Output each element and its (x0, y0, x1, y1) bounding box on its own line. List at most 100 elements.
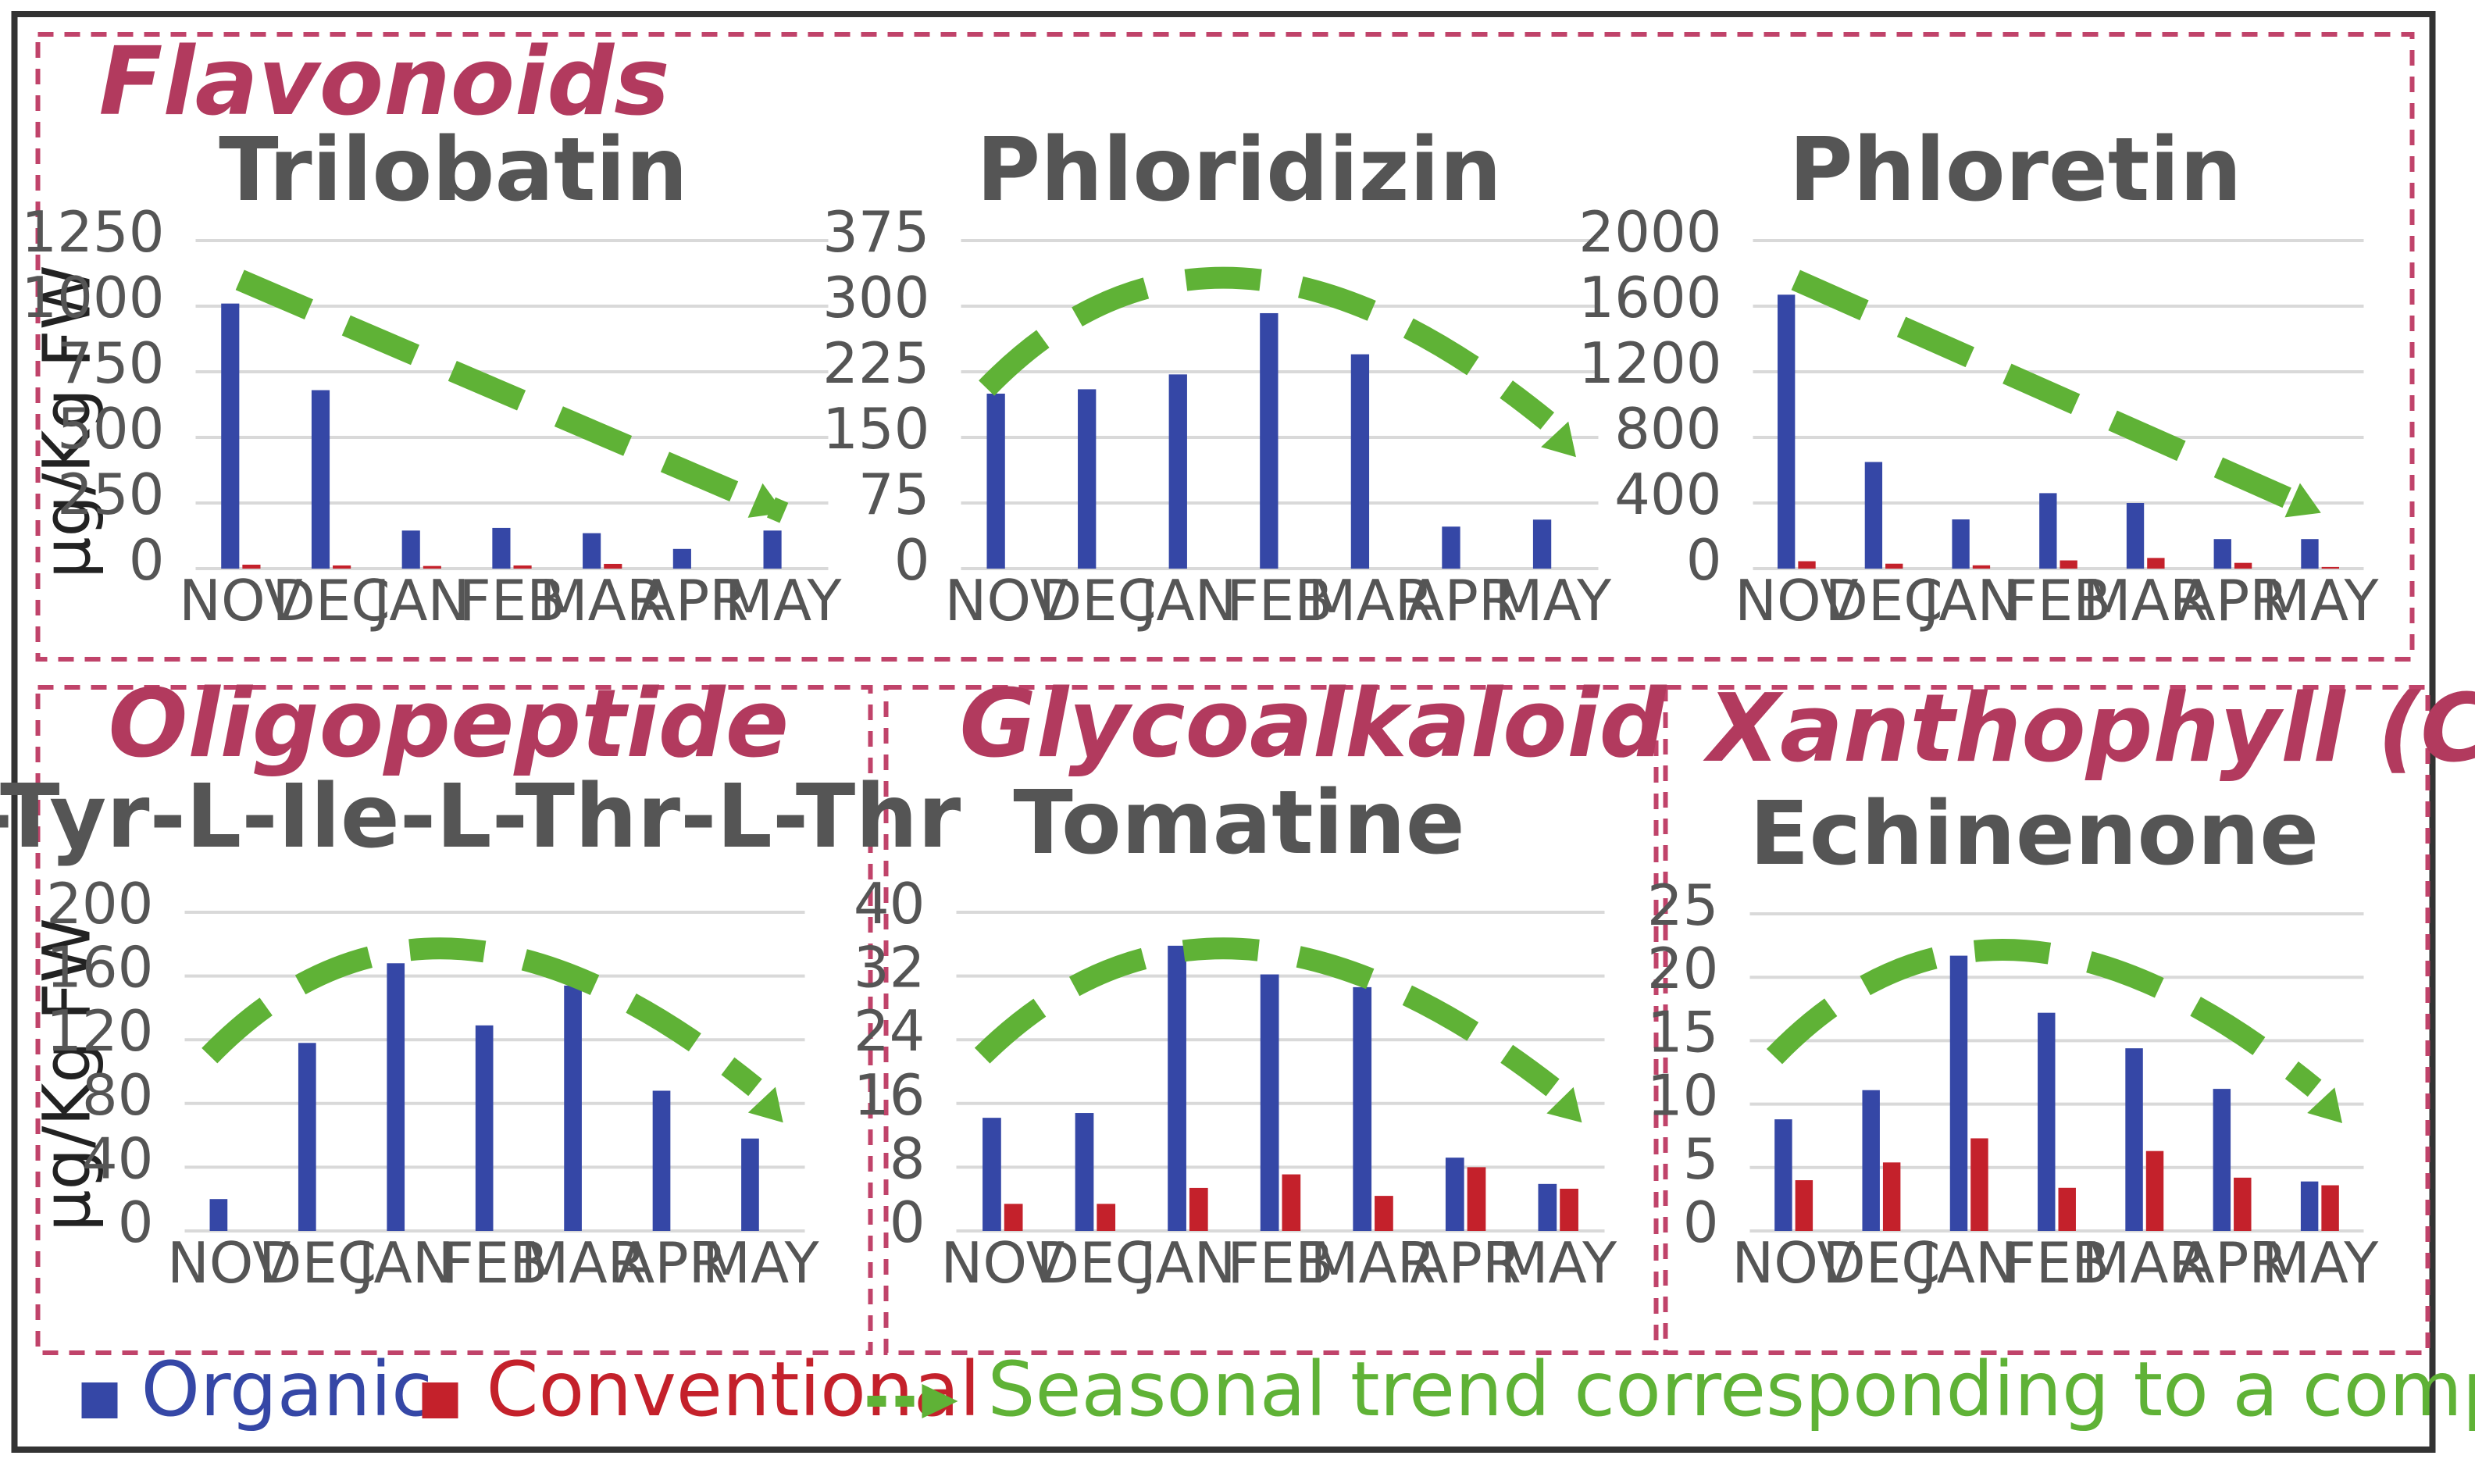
x-tick-label: APR (1410, 1230, 1521, 1296)
x-tick-label: MAY (702, 1230, 820, 1296)
bar-organic-nov (1778, 294, 1796, 569)
y-tick-label: 15 (1647, 999, 1719, 1065)
bar-organic-apr (2213, 539, 2231, 569)
y-tick-label: 375 (822, 199, 929, 265)
chart-title: Phloridizin (976, 120, 1502, 221)
bar-organic-may (2300, 1181, 2319, 1231)
x-tick-label: MAY (2261, 1230, 2379, 1296)
bar-conventional-apr (1467, 1167, 1486, 1231)
x-tick-label: MAR (520, 1230, 646, 1296)
bar-organic-feb (2038, 1012, 2056, 1231)
bar-organic-nov (221, 303, 240, 569)
x-tick-label: FEB (1227, 1230, 1333, 1296)
bar-organic-feb (1260, 974, 1279, 1231)
chart-title: Echinenone (1749, 783, 2319, 885)
bar-organic-feb (1260, 312, 1279, 569)
bar-organic-dec (1078, 389, 1097, 569)
x-tick-label: DEC (1822, 1230, 1940, 1296)
flavonoids-panel (35, 32, 2415, 662)
trend-line (979, 266, 1555, 430)
y-tick-label: 10 (1647, 1063, 1719, 1129)
bar-organic-jan (1168, 945, 1186, 1231)
y-tick-label: 225 (822, 330, 929, 396)
bar-organic-feb (475, 1025, 494, 1231)
bar-organic-nov (1774, 1119, 1792, 1231)
y-tick-label: 0 (890, 1190, 925, 1255)
section-title-flavonoids: Flavonoids (99, 28, 670, 137)
y-tick-label: 1000 (21, 265, 164, 330)
trend-arrowhead (747, 483, 784, 518)
bar-conventional-apr (2234, 1177, 2252, 1231)
y-tick-label: 150 (822, 396, 929, 462)
legend-trend-label: Seasonal trend corresponding to a comple… (988, 1346, 2475, 1433)
bar-organic-dec (311, 390, 330, 569)
bar-conventional-mar (604, 563, 622, 569)
trend-arrowhead (1546, 1086, 1582, 1123)
bar-conventional-dec (1882, 1162, 1901, 1231)
y-tick-label: 80 (82, 1062, 154, 1128)
bar-conventional-feb (2058, 1187, 2076, 1231)
x-tick-label: APR (1406, 568, 1517, 633)
bar-organic-nov (209, 1199, 228, 1231)
bar-conventional-jan (1189, 1187, 1208, 1231)
bar-organic-jan (387, 963, 405, 1231)
y-axis-label-top: µg/Kg FW (29, 265, 105, 579)
bar-organic-mar (2125, 1048, 2143, 1231)
x-tick-label: DEC (1824, 568, 1942, 633)
bar-organic-mar (583, 533, 601, 569)
bar-organic-may (1538, 1183, 1557, 1231)
bar-organic-dec (1862, 1090, 1880, 1231)
bar-conventional-jan (1970, 1138, 1988, 1231)
x-tick-label: MAR (1307, 568, 1433, 633)
legend-conventional-label: Conventional (487, 1346, 981, 1433)
y-tick-label: 0 (1686, 527, 1722, 593)
bar-organic-dec (298, 1043, 316, 1231)
y-tick-label: 16 (854, 1062, 925, 1128)
x-tick-label: FEB (2005, 568, 2111, 633)
x-tick-label: APR (616, 1230, 728, 1296)
y-tick-label: 160 (46, 935, 153, 1001)
bar-conventional-nov (1795, 1180, 1813, 1231)
y-tick-label: 1200 (1578, 330, 1721, 396)
x-tick-label: APR (2177, 1230, 2288, 1296)
chart-title: L-Tyr-L-Ile-L-Thr-L-Thr (0, 766, 961, 868)
y-tick-label: 20 (1647, 936, 1719, 1001)
x-tick-label: FEB (1226, 568, 1332, 633)
chart-title: Trilobatin (219, 120, 687, 221)
bar-organic-apr (1445, 1158, 1464, 1231)
bar-organic-mar (1353, 986, 1372, 1231)
x-tick-label: JAN (1920, 568, 2019, 633)
x-tick-label: JAN (1918, 1230, 2017, 1296)
y-axis-label-bottom: µg/Kg FW (29, 918, 105, 1232)
x-tick-label: MAR (540, 568, 665, 633)
bar-organic-apr (672, 548, 691, 569)
bar-organic-mar (1350, 354, 1370, 569)
x-tick-label: MAY (2262, 568, 2380, 633)
x-tick-label: MAR (2083, 568, 2209, 633)
y-tick-label: 400 (1614, 462, 1721, 527)
y-tick-label: 250 (57, 462, 164, 527)
section-title-xanthophyll: Xanthophyll (Carotene) (1703, 675, 2475, 783)
bar-conventional-apr (2234, 562, 2252, 569)
y-tick-label: 200 (46, 871, 153, 936)
legend-organic-swatch (81, 1382, 118, 1418)
x-tick-label: NOV (179, 568, 303, 633)
chart-title: Phloretin (1788, 120, 2241, 221)
bar-conventional-mar (1375, 1196, 1393, 1231)
bar-organic-apr (1442, 526, 1460, 569)
bar-conventional-may (2321, 566, 2339, 569)
bar-organic-dec (1864, 462, 1883, 569)
trend-line (1791, 269, 2326, 523)
y-tick-label: 500 (57, 396, 164, 462)
y-tick-label: 75 (858, 462, 930, 527)
bar-conventional-nov (1004, 1204, 1023, 1231)
bar-organic-feb (2039, 493, 2057, 569)
trend-line (974, 937, 1560, 1097)
x-tick-label: JAN (370, 568, 469, 633)
x-tick-label: DEC (259, 1230, 376, 1296)
y-tick-label: 800 (1614, 396, 1721, 462)
bar-conventional-dec (333, 565, 351, 569)
